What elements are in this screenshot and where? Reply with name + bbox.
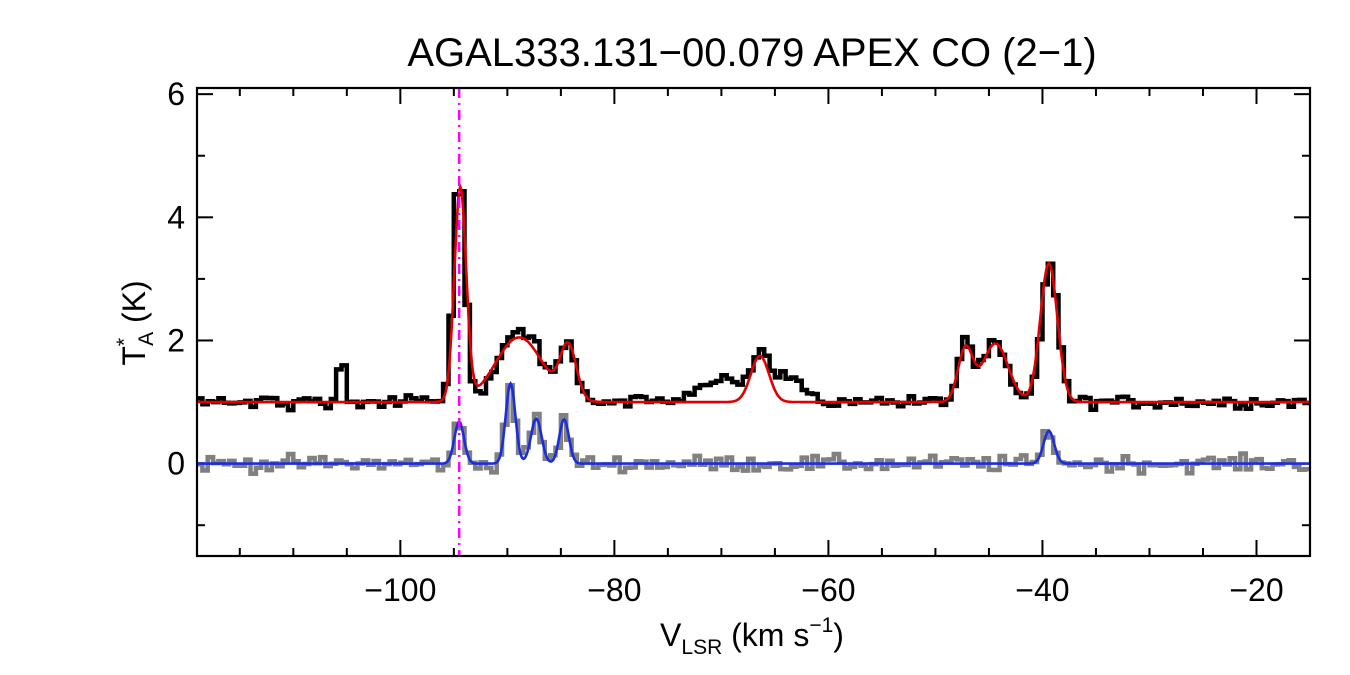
x-tick-labels: −100 −80 −60 −40 −20 (364, 572, 1283, 608)
x-tick-label: −60 (801, 572, 855, 608)
x-axis-label-sub: LSR (681, 636, 722, 659)
gaussian-fit-line (197, 182, 1310, 404)
x-tick-label: −100 (364, 572, 436, 608)
x-axis-label-sup: −1 (809, 614, 833, 637)
series-layer (197, 88, 1310, 556)
observed-spectrum-line (197, 188, 1310, 413)
y-axis-label: T*A (K) (113, 280, 158, 365)
y-axis-label-sup: * (113, 338, 136, 346)
x-axis-label: VLSR (km s−1) (660, 614, 844, 659)
x-axis-label-unit: (km s (722, 617, 809, 653)
y-tick-label: 4 (167, 199, 185, 235)
y-tick-label: 0 (167, 446, 185, 482)
x-tick-label: −80 (587, 572, 641, 608)
y-axis-label-unit: (K) (116, 280, 152, 332)
y-tick-label: 6 (167, 76, 185, 112)
plot-frame (195, 86, 1312, 558)
residual-fit-line (197, 380, 1310, 465)
y-axis-label-sub: A (135, 332, 158, 346)
y-tick-labels: 0 2 4 6 (167, 76, 185, 481)
x-tick-label: −40 (1015, 572, 1069, 608)
x-axis-label-main: V (660, 617, 682, 653)
chart-title: AGAL333.131−00.079 APEX CO (2−1) (407, 31, 1096, 75)
x-tick-label: −20 (1229, 572, 1283, 608)
y-axis-label-main: T (116, 346, 152, 366)
residual-spectrum-line (197, 382, 1310, 477)
y-tick-label: 2 (167, 322, 185, 358)
axis-ticks (197, 88, 1311, 556)
x-axis-label-close: ) (833, 617, 844, 653)
